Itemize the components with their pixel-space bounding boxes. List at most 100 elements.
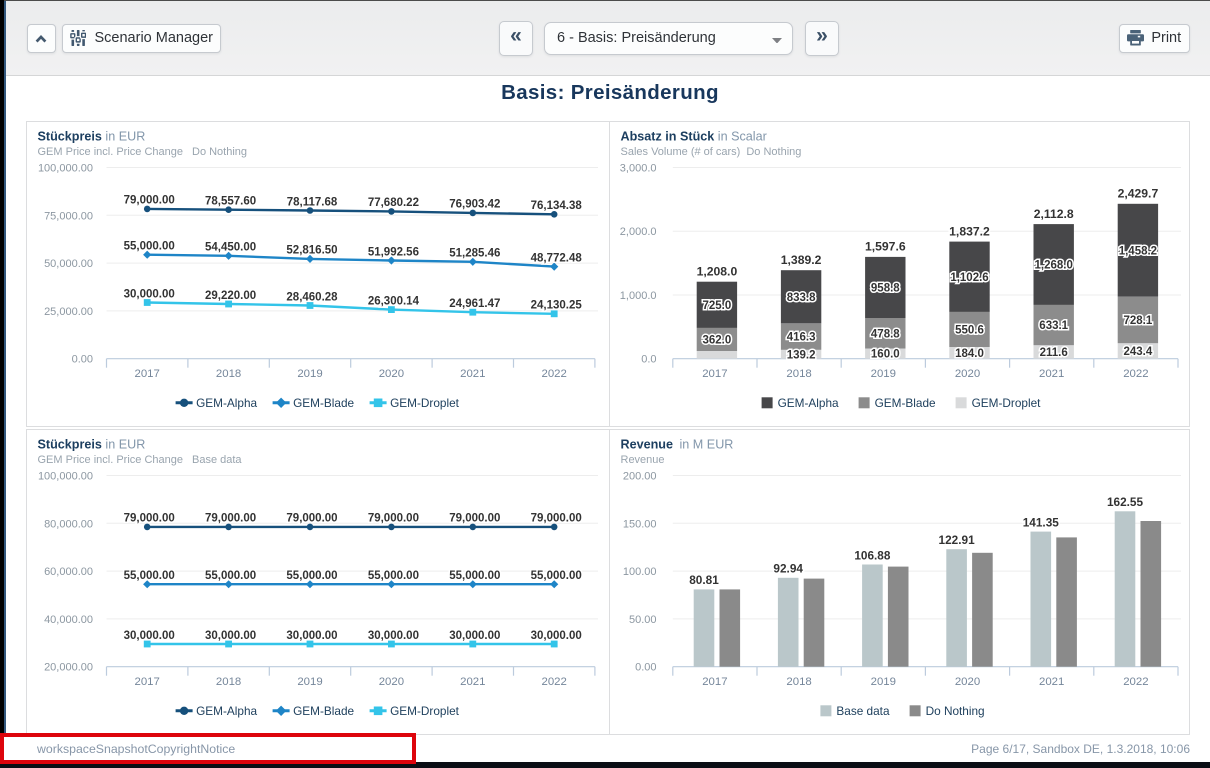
svg-text:24,130.25: 24,130.25 <box>531 300 583 312</box>
svg-text:GEM-Droplet: GEM-Droplet <box>390 704 460 718</box>
svg-text:100,000.00: 100,000.00 <box>38 471 93 483</box>
svg-text:79,000.00: 79,000.00 <box>124 513 175 525</box>
svg-text:2017: 2017 <box>135 676 160 688</box>
svg-text:Absatz in Stück in Scalar: Absatz in Stück in Scalar <box>621 130 767 144</box>
svg-text:106.88: 106.88 <box>854 548 891 562</box>
svg-text:78,557.60: 78,557.60 <box>205 196 256 208</box>
svg-text:GEM-Blade: GEM-Blade <box>293 396 354 410</box>
svg-text:79,000.00: 79,000.00 <box>286 513 337 525</box>
svg-text:76,903.42: 76,903.42 <box>449 199 500 211</box>
svg-text:416.3: 416.3 <box>787 332 816 344</box>
svg-text:2021: 2021 <box>1039 368 1064 380</box>
svg-text:30,000.00: 30,000.00 <box>124 630 175 642</box>
svg-text:92.94: 92.94 <box>773 562 803 576</box>
svg-text:958.8: 958.8 <box>871 283 900 295</box>
svg-text:30,000.00: 30,000.00 <box>205 630 256 642</box>
svg-text:40,000.00: 40,000.00 <box>44 614 93 626</box>
svg-text:55,000.00: 55,000.00 <box>205 570 256 582</box>
svg-text:48,772.48: 48,772.48 <box>531 252 583 264</box>
svg-text:633.1: 633.1 <box>1039 320 1068 332</box>
svg-text:25,000.00: 25,000.00 <box>44 306 93 318</box>
svg-text:1,000.0: 1,000.0 <box>620 290 657 302</box>
svg-text:2021: 2021 <box>1039 676 1064 688</box>
svg-text:2020: 2020 <box>379 676 404 688</box>
svg-text:Stückpreis in EUR: Stückpreis in EUR <box>38 130 146 144</box>
svg-text:52,816.50: 52,816.50 <box>286 245 337 257</box>
svg-text:60,000.00: 60,000.00 <box>44 566 93 578</box>
svg-text:80,000.00: 80,000.00 <box>44 518 93 530</box>
svg-text:200.00: 200.00 <box>623 471 657 483</box>
svg-text:160.0: 160.0 <box>871 349 900 361</box>
svg-text:2022: 2022 <box>1123 676 1148 688</box>
svg-text:28,460.28: 28,460.28 <box>286 291 338 303</box>
svg-text:0.0: 0.0 <box>641 354 656 366</box>
svg-text:2019: 2019 <box>871 368 896 380</box>
svg-text:1,597.6: 1,597.6 <box>865 240 906 254</box>
svg-text:478.8: 478.8 <box>871 328 900 340</box>
svg-text:Sales Volume (# of cars)Do Not: Sales Volume (# of cars) Do Nothing <box>621 146 802 158</box>
svg-text:2019: 2019 <box>297 676 322 688</box>
svg-text:GEM-Alpha: GEM-Alpha <box>778 396 839 410</box>
svg-text:100.00: 100.00 <box>623 566 657 578</box>
svg-text:1,102.6: 1,102.6 <box>950 272 988 284</box>
svg-text:30,000.00: 30,000.00 <box>368 630 419 642</box>
svg-text:2018: 2018 <box>216 676 241 688</box>
svg-text:80.81: 80.81 <box>689 573 719 587</box>
svg-text:139.2: 139.2 <box>787 349 816 361</box>
svg-text:2018: 2018 <box>216 368 241 380</box>
svg-text:50.00: 50.00 <box>629 614 657 626</box>
svg-text:2021: 2021 <box>460 676 485 688</box>
svg-text:79,000.00: 79,000.00 <box>449 513 500 525</box>
svg-text:2020: 2020 <box>379 368 404 380</box>
svg-text:79,000.00: 79,000.00 <box>205 513 256 525</box>
svg-text:50,000.00: 50,000.00 <box>44 258 93 270</box>
svg-text:150.00: 150.00 <box>623 518 657 530</box>
svg-text:3,000.0: 3,000.0 <box>620 163 657 175</box>
svg-text:100,000.00: 100,000.00 <box>38 163 93 175</box>
svg-text:79,000.00: 79,000.00 <box>531 513 582 525</box>
svg-text:55,000.00: 55,000.00 <box>531 570 582 582</box>
svg-text:1,268.0: 1,268.0 <box>1035 260 1073 272</box>
svg-text:2019: 2019 <box>297 368 322 380</box>
svg-text:GEM-Blade: GEM-Blade <box>293 704 354 718</box>
svg-text:GEM-Droplet: GEM-Droplet <box>390 396 460 410</box>
svg-text:2022: 2022 <box>542 368 567 380</box>
svg-text:Do Nothing: Do Nothing <box>926 704 985 718</box>
svg-text:29,220.00: 29,220.00 <box>205 290 256 302</box>
svg-text:2017: 2017 <box>702 676 727 688</box>
svg-text:211.6: 211.6 <box>1040 347 1068 359</box>
svg-text:1,389.2: 1,389.2 <box>781 253 822 267</box>
svg-text:2022: 2022 <box>542 676 567 688</box>
svg-text:79,000.00: 79,000.00 <box>124 195 175 207</box>
svg-text:141.35: 141.35 <box>1023 515 1060 529</box>
svg-text:30,000.00: 30,000.00 <box>124 288 175 300</box>
svg-text:2018: 2018 <box>786 368 811 380</box>
svg-text:2020: 2020 <box>955 368 980 380</box>
svg-text:2,000.0: 2,000.0 <box>620 226 657 238</box>
svg-text:54,450.00: 54,450.00 <box>205 242 256 254</box>
svg-text:79,000.00: 79,000.00 <box>368 513 419 525</box>
svg-text:55,000.00: 55,000.00 <box>286 570 337 582</box>
svg-text:24,961.47: 24,961.47 <box>449 298 500 310</box>
svg-text:2017: 2017 <box>702 368 727 380</box>
svg-text:76,134.38: 76,134.38 <box>531 200 583 212</box>
svg-text:833.8: 833.8 <box>787 292 816 304</box>
svg-text:362.0: 362.0 <box>703 335 732 347</box>
svg-text:51,285.46: 51,285.46 <box>449 248 500 260</box>
svg-text:51,992.56: 51,992.56 <box>368 246 419 258</box>
svg-text:26,300.14: 26,300.14 <box>368 295 420 307</box>
svg-text:2018: 2018 <box>786 676 811 688</box>
svg-text:2,429.7: 2,429.7 <box>1118 187 1159 201</box>
svg-text:550.6: 550.6 <box>955 325 984 337</box>
svg-text:243.4: 243.4 <box>1124 346 1153 358</box>
svg-text:78,117.68: 78,117.68 <box>287 196 338 208</box>
svg-text:162.55: 162.55 <box>1107 495 1144 509</box>
svg-text:30,000.00: 30,000.00 <box>531 630 582 642</box>
svg-text:GEM-Droplet: GEM-Droplet <box>972 396 1042 410</box>
svg-text:30,000.00: 30,000.00 <box>286 630 337 642</box>
svg-text:55,000.00: 55,000.00 <box>368 570 419 582</box>
svg-text:184.0: 184.0 <box>955 348 984 360</box>
svg-text:30,000.00: 30,000.00 <box>449 630 500 642</box>
